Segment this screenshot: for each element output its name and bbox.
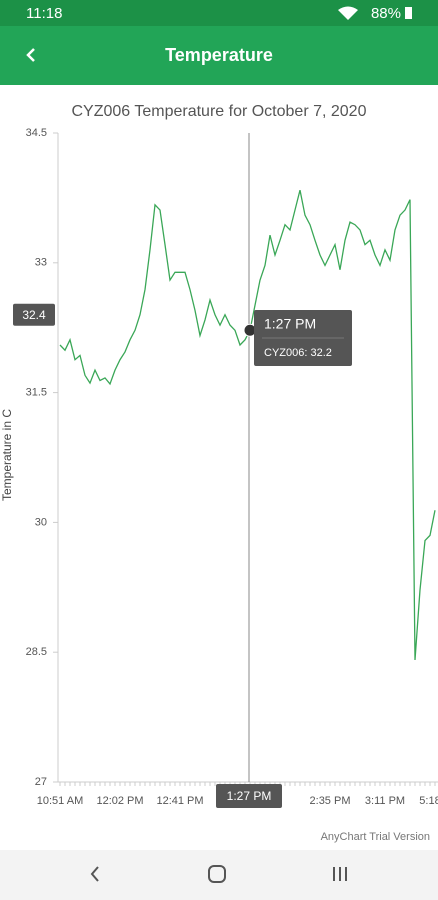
nav-home[interactable]	[208, 865, 226, 883]
nav-bar	[0, 850, 438, 900]
tooltip-text: CYZ006: 32.2	[264, 347, 332, 359]
app-title: Temperature	[165, 45, 273, 65]
app-bar	[0, 26, 438, 85]
watermark: AnyChart Trial Version	[321, 831, 430, 843]
x-tick-label: 5:18	[419, 795, 438, 807]
y-tick-label: 28.5	[26, 646, 47, 658]
y-axis-title: Temperature in C	[0, 409, 14, 501]
back-button[interactable]	[26, 48, 35, 62]
crosshair-y-box	[13, 303, 55, 326]
battery-level: 88%	[371, 5, 401, 22]
status-time: 11:18	[26, 5, 62, 22]
chart-title: CYZ006 Temperature for October 7, 2020	[72, 103, 367, 120]
battery-icon	[405, 7, 412, 19]
nav-back[interactable]	[90, 866, 99, 882]
crosshair-x-label: 1:27 PM	[227, 789, 272, 803]
x-tick-label: 2:35 PM	[310, 795, 351, 807]
y-tick-label: 31.5	[26, 387, 47, 399]
y-tick-label: 34.5	[26, 127, 47, 139]
x-tick-label: 12:02 PM	[96, 795, 143, 807]
tooltip-time: 1:27 PM	[264, 316, 316, 332]
x-tick-label: 12:41 PM	[156, 795, 203, 807]
wifi-icon	[338, 6, 358, 20]
nav-recents[interactable]	[333, 867, 347, 881]
crosshair-x-box	[216, 784, 282, 808]
x-tick-label: 3:11 PM	[365, 795, 405, 807]
crosshair-y-label: 32.4	[22, 308, 46, 322]
y-tick-label: 27	[35, 776, 47, 788]
y-tick-label: 33	[35, 257, 47, 269]
x-tick-label: 10:51 AM	[37, 795, 83, 807]
line-series	[59, 189, 436, 661]
y-tick-label: 30	[35, 516, 47, 528]
status-bar	[0, 0, 438, 26]
